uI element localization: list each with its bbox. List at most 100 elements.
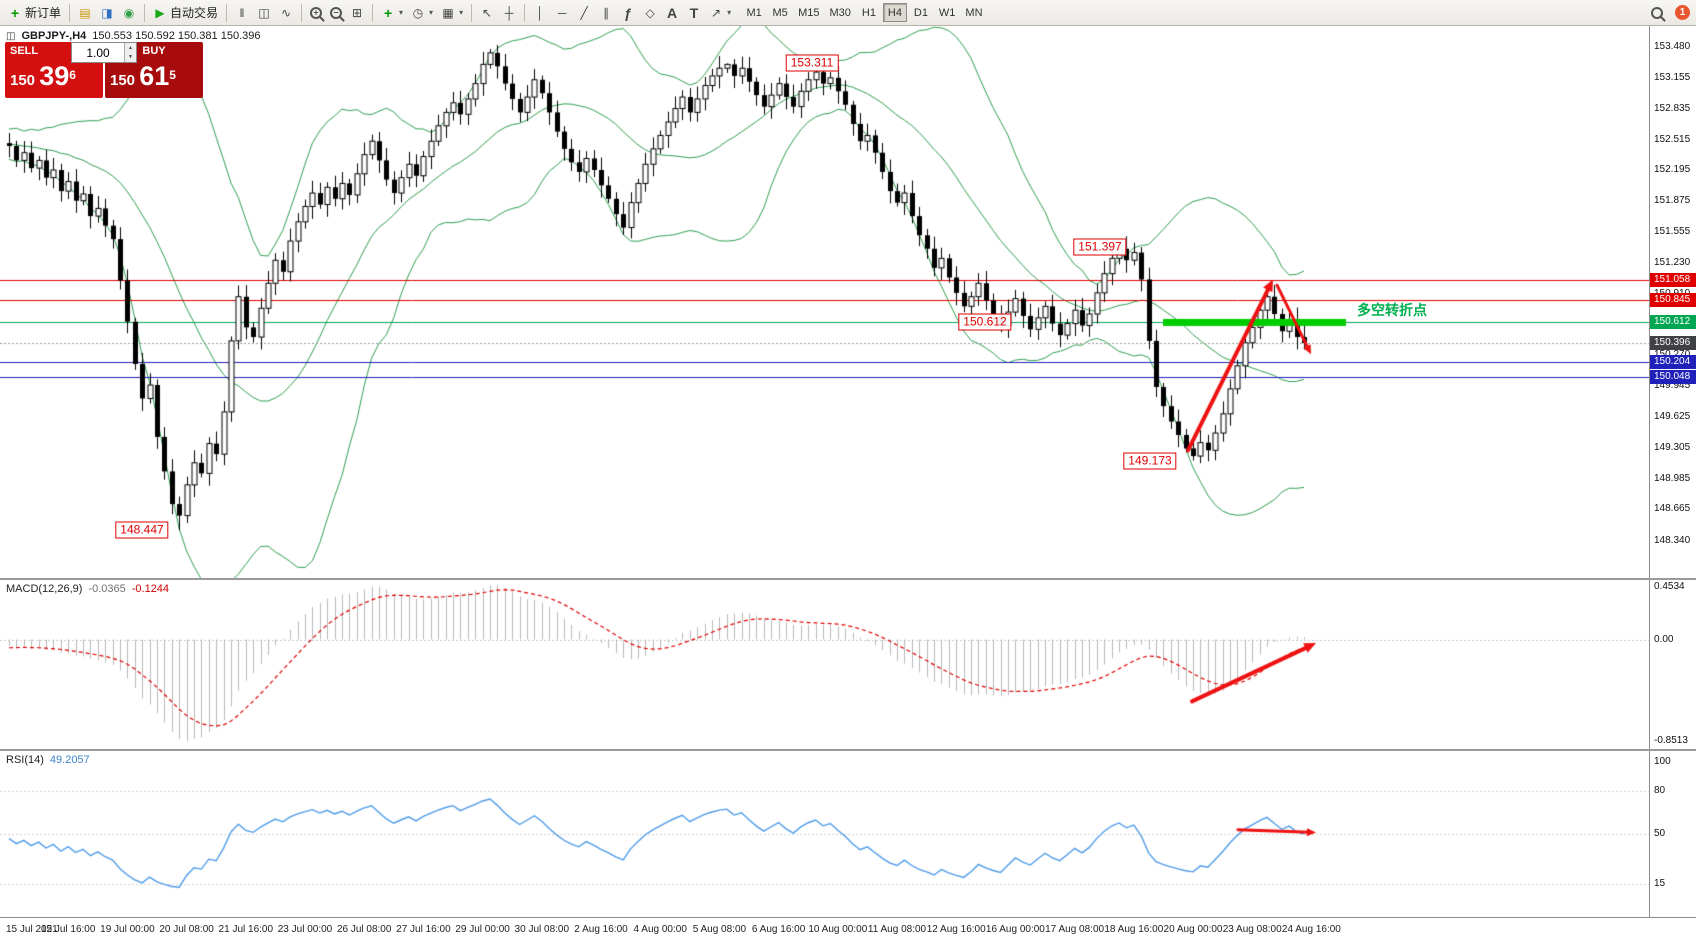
rsi-canvas[interactable] bbox=[0, 751, 1650, 917]
candles-icon: ◫ bbox=[258, 5, 270, 20]
hline-icon: ─ bbox=[557, 5, 567, 20]
rsi-tick: 80 bbox=[1654, 785, 1666, 797]
candlestick-chart-button[interactable]: ◫ bbox=[253, 2, 275, 23]
macd-scale[interactable]: 0.4534 0.00 -0.8513 bbox=[1649, 580, 1696, 749]
timeframe-m15-button[interactable]: M15 bbox=[794, 3, 823, 22]
turning-point-annotation[interactable]: 多空转折点 bbox=[1357, 302, 1427, 319]
timeframe-m30-button[interactable]: M30 bbox=[826, 3, 855, 22]
time-label: 24 Aug 16:00 bbox=[1281, 924, 1341, 935]
price-tick: 149.945 bbox=[1654, 380, 1691, 392]
rsi-header: RSI(14) 49.2057 bbox=[6, 754, 90, 766]
timeframe-d1-button[interactable]: D1 bbox=[909, 3, 933, 22]
time-label: 16 Aug 00:00 bbox=[985, 924, 1045, 935]
line-chart-button[interactable]: ∿ bbox=[275, 2, 297, 23]
zoom-out-button[interactable] bbox=[326, 2, 346, 23]
account-badge[interactable]: 1 bbox=[1675, 5, 1690, 20]
tile-windows-button[interactable]: ⊞ bbox=[346, 2, 368, 23]
sell-label: SELL bbox=[10, 45, 39, 57]
rsi-label: RSI(14) bbox=[6, 754, 44, 766]
time-label: 27 Jul 16:00 bbox=[396, 924, 451, 935]
clock-icon: ◷ bbox=[412, 5, 424, 20]
textT-icon: T bbox=[689, 4, 699, 21]
periods-button[interactable]: ◷ ▾ bbox=[407, 2, 437, 23]
navigator-icon: ◉ bbox=[123, 5, 135, 20]
price-label[interactable]: 148.447 bbox=[115, 521, 169, 539]
macd-signal-value: -0.1244 bbox=[131, 583, 170, 595]
panel-divider[interactable] bbox=[0, 749, 1696, 751]
rsi-scale[interactable]: 100 80 50 15 bbox=[1649, 751, 1696, 917]
price-tick: 148.985 bbox=[1654, 472, 1691, 484]
time-axis[interactable]: 15 Jul 2021 15 Jul 16:00 19 Jul 00:00 20 Ju… bbox=[0, 917, 1696, 943]
volume-input[interactable] bbox=[72, 43, 124, 62]
search-icon bbox=[1651, 6, 1663, 19]
time-label: 19 Jul 00:00 bbox=[100, 924, 155, 935]
volume-up-button[interactable]: ▲ bbox=[125, 43, 136, 53]
main-chart-overlay: ◫ GBPJPY-,H4 150.553 150.592 150.381 150… bbox=[0, 26, 1650, 578]
auto-trading-button[interactable]: ▶ 自动交易 bbox=[149, 2, 222, 23]
fibonacci-button[interactable]: ƒ bbox=[617, 2, 639, 23]
price-scale[interactable]: 153.480 153.155 152.835 152.515 152.195 151.8… bbox=[1649, 26, 1696, 578]
toolbar-separator bbox=[471, 3, 473, 22]
crosshair-button[interactable]: ┼ bbox=[498, 2, 520, 23]
data-window-button[interactable]: ◨ bbox=[96, 2, 118, 23]
sell-price: 150 396 bbox=[10, 61, 76, 91]
rsi-tick: 50 bbox=[1654, 828, 1666, 839]
vertical-line-button[interactable]: │ bbox=[529, 2, 551, 23]
toolbar-separator bbox=[144, 3, 146, 22]
price-tick: 152.195 bbox=[1654, 164, 1691, 176]
rsi-tick: 100 bbox=[1654, 756, 1671, 768]
symbol-period-label: GBPJPY-,H4 bbox=[21, 30, 87, 42]
zoom-in-button[interactable] bbox=[306, 2, 326, 23]
navigator-button[interactable]: ◉ bbox=[118, 2, 140, 23]
toolbar-separator bbox=[69, 3, 71, 22]
toolbar-separator bbox=[226, 3, 228, 22]
horizontal-line-button[interactable]: ─ bbox=[551, 2, 573, 23]
macd-value: -0.0365 bbox=[88, 583, 126, 595]
panel-divider[interactable] bbox=[0, 578, 1696, 580]
price-badge: 150.845 bbox=[1650, 293, 1696, 308]
volume-box: ▲ ▼ bbox=[71, 42, 137, 63]
timeframe-m1-button[interactable]: M1 bbox=[742, 3, 766, 22]
timeframe-h1-button[interactable]: H1 bbox=[857, 3, 881, 22]
indicators-button[interactable]: + ▾ bbox=[377, 2, 407, 23]
main-chart-canvas[interactable] bbox=[0, 26, 1650, 578]
price-label[interactable]: 151.397 bbox=[1073, 238, 1127, 256]
time-label: 23 Jul 00:00 bbox=[277, 924, 333, 935]
channel-button[interactable]: ∥ bbox=[595, 2, 617, 23]
time-label: 15 Jul 16:00 bbox=[40, 924, 96, 935]
price-label[interactable]: 150.612 bbox=[958, 313, 1012, 331]
price-tick: 151.230 bbox=[1654, 257, 1691, 269]
time-label: 15 Jul 2021 bbox=[6, 924, 58, 935]
timeframe-mn-button[interactable]: MN bbox=[961, 3, 986, 22]
label-button[interactable]: T bbox=[683, 2, 705, 23]
time-label: 12 Aug 16:00 bbox=[926, 924, 986, 935]
search-button[interactable] bbox=[1647, 2, 1667, 23]
dropdown-caret-icon: ▾ bbox=[459, 8, 464, 17]
templates-button[interactable]: ▦ ▾ bbox=[437, 2, 467, 23]
rsi-panel: RSI(14) 49.2057 100 80 50 15 bbox=[0, 751, 1696, 917]
arrowtool-icon: ↗ bbox=[711, 5, 722, 20]
toolbar-buttons: +新订单▤◨◉▶自动交易‖◫∿⊞+▾◷▾▦▾↖┼│─╱∥ƒ◇AT↗▾ bbox=[4, 2, 735, 23]
dropdown-caret-icon: ▾ bbox=[399, 8, 404, 17]
macd-tick: 0.00 bbox=[1654, 633, 1674, 645]
chart-window-icon: ◫ bbox=[6, 30, 16, 42]
price-label[interactable]: 149.173 bbox=[1123, 452, 1177, 470]
price-label[interactable]: 153.311 bbox=[785, 54, 839, 72]
cursor-button[interactable]: ↖ bbox=[476, 2, 498, 23]
macd-canvas[interactable] bbox=[0, 580, 1650, 749]
timeframe-h4-button[interactable]: H4 bbox=[882, 3, 907, 22]
macd-panel: MACD(12,26,9) -0.0365 -0.1244 0.4534 0.00… bbox=[0, 580, 1696, 749]
bar-chart-button[interactable]: ‖ bbox=[231, 2, 253, 23]
timeframe-w1-button[interactable]: W1 bbox=[935, 3, 960, 22]
ohlc-values: 150.553 150.592 150.381 150.396 bbox=[92, 30, 261, 42]
trendline-button[interactable]: ╱ bbox=[573, 2, 595, 23]
arrows-button[interactable]: ↗ ▾ bbox=[705, 2, 735, 23]
timeframe-m5-button[interactable]: M5 bbox=[768, 3, 792, 22]
market-watch-button[interactable]: ▤ bbox=[74, 2, 96, 23]
text-button[interactable]: A bbox=[661, 2, 683, 23]
new-order-button[interactable]: + 新订单 bbox=[4, 2, 65, 23]
volume-down-button[interactable]: ▼ bbox=[125, 52, 136, 62]
toolbar-separator bbox=[301, 3, 303, 22]
price-tick: 149.625 bbox=[1654, 411, 1691, 423]
shapes-button[interactable]: ◇ bbox=[639, 2, 661, 23]
